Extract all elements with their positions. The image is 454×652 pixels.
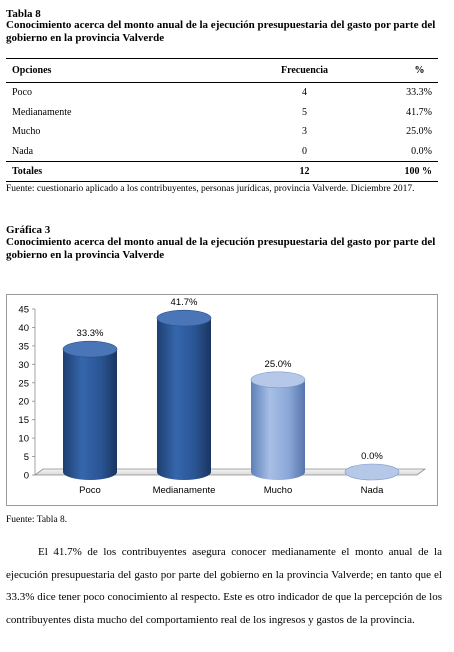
cell-percent: 33.3% bbox=[406, 87, 432, 99]
cell-percent: 41.7% bbox=[406, 106, 432, 118]
figure-label: Gráfica 3 bbox=[6, 224, 51, 236]
header-frecuencia: Frecuencia bbox=[252, 58, 357, 83]
y-tick-label: 30 bbox=[18, 360, 29, 371]
total-percent: 100 % bbox=[357, 161, 438, 182]
cell-frequency: 5 bbox=[302, 106, 307, 118]
x-tick-label-nada: Nada bbox=[361, 485, 384, 496]
cell-option: Mucho bbox=[12, 126, 41, 138]
header-percent: % bbox=[357, 58, 438, 83]
table-row: Poco 4 33.3% bbox=[6, 83, 438, 103]
y-tick-label: 25 bbox=[18, 378, 29, 389]
cell-option: Poco bbox=[12, 87, 32, 99]
chart-canvas: 0 5 10 15 20 25 30 35 40 45 33.3% Poco 41.7% Mediana… bbox=[18, 297, 427, 496]
total-frequency: 12 bbox=[252, 161, 357, 182]
y-tick-label: 10 bbox=[18, 434, 29, 445]
x-tick-label-medianamente: Medianamente bbox=[153, 485, 216, 496]
data-label-mucho: 25.0% bbox=[265, 359, 292, 370]
analysis-paragraph: El 41.7% de los contribuyentes asegura c… bbox=[6, 546, 442, 626]
y-tick-label: 40 bbox=[18, 323, 29, 334]
y-tick-label: 0 bbox=[24, 471, 29, 482]
y-tick-label: 35 bbox=[18, 341, 29, 352]
chart-labels: 33.3% Poco 41.7% Medianamente 25.0% Mucho 0.0%… bbox=[77, 297, 385, 496]
cell-percent: 25.0% bbox=[406, 126, 432, 138]
data-label-nada: 0.0% bbox=[361, 451, 383, 462]
bar-top-mucho bbox=[250, 371, 306, 389]
cell-option: Nada bbox=[12, 145, 34, 157]
header-opciones: Opciones bbox=[6, 58, 252, 83]
y-tick-label: 5 bbox=[24, 452, 29, 463]
figure-title: Conocimiento acerca del monto anual de l… bbox=[6, 236, 436, 261]
table-row: Mucho 3 25.0% bbox=[6, 122, 438, 142]
table-source: Fuente: cuestionario aplicado a los cont… bbox=[6, 184, 415, 194]
table-row: Nada 0 0.0% bbox=[6, 142, 438, 162]
figure-source: Fuente: Tabla 8. bbox=[6, 515, 68, 525]
table-total-row: Totales 12 100 % bbox=[6, 161, 438, 182]
y-tick-label: 15 bbox=[18, 415, 29, 426]
cell-frequency: 4 bbox=[302, 87, 307, 99]
bar-mucho bbox=[251, 379, 305, 480]
frequency-table: Opciones Frecuencia % Poco 4 33.3% Media… bbox=[6, 58, 438, 182]
y-tick-label: 45 bbox=[18, 305, 29, 316]
y-tick-label: 20 bbox=[18, 397, 29, 408]
total-label: Totales bbox=[6, 161, 252, 182]
x-tick-label-poco: Poco bbox=[79, 485, 101, 496]
bar-chart: 0 5 10 15 20 25 30 35 40 45 33.3% Poco 41.7% Mediana… bbox=[6, 294, 438, 506]
bar-top-medianamente bbox=[156, 309, 212, 327]
data-label-medianamente: 41.7% bbox=[171, 297, 198, 308]
bar-top-poco bbox=[62, 340, 118, 358]
cell-percent: 0.0% bbox=[411, 145, 432, 157]
data-label-poco: 33.3% bbox=[77, 328, 104, 339]
table-label: Tabla 8 bbox=[6, 8, 41, 20]
cell-option: Medianamente bbox=[12, 106, 72, 118]
table-row: Medianamente 5 41.7% bbox=[6, 103, 438, 123]
bar-poco bbox=[63, 349, 117, 480]
x-tick-label-mucho: Mucho bbox=[264, 485, 293, 496]
chart-bars bbox=[62, 309, 400, 481]
table-header-row: Opciones Frecuencia % bbox=[6, 58, 438, 83]
bar-medianamente bbox=[157, 318, 211, 480]
cell-frequency: 0 bbox=[302, 145, 307, 157]
bar-nada bbox=[344, 463, 400, 481]
cell-frequency: 3 bbox=[302, 126, 307, 138]
table-title: Conocimiento acerca del monto anual de l… bbox=[6, 19, 436, 44]
